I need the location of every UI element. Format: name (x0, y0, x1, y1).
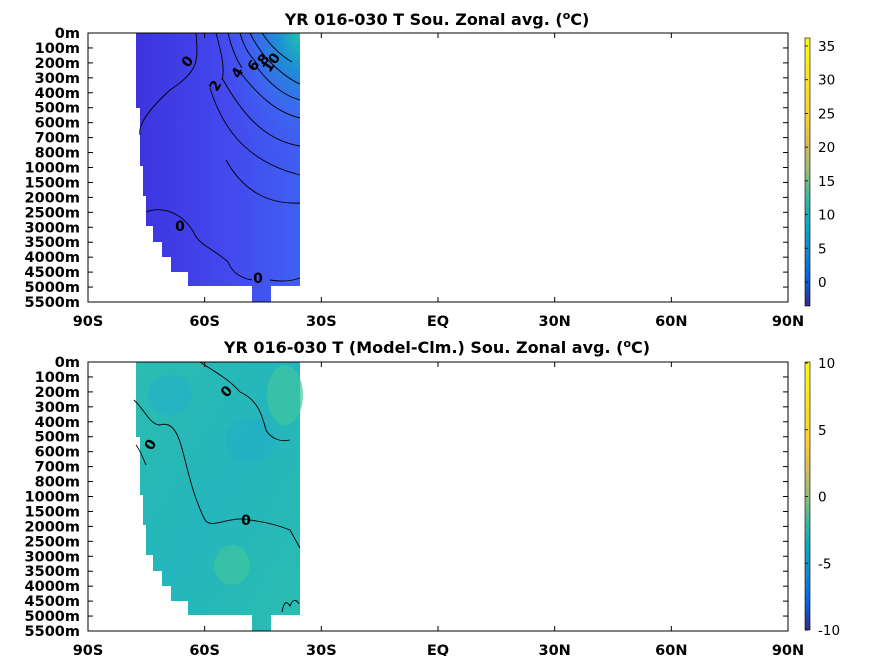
y-tick-label: 5000m (25, 609, 80, 625)
colorbar-ticks-lower: 10 5 0 -5 -10 (805, 356, 840, 639)
y-tick-label: 1500m (25, 175, 80, 191)
y-tick-label: 800m (35, 475, 80, 491)
y-tick-label: 300m (35, 71, 80, 87)
y-tick-label: 100m (35, 41, 80, 57)
contours-upper (139, 32, 301, 282)
y-tick-label: 1000m (25, 490, 80, 506)
y-tick-label: 800m (35, 146, 80, 162)
colorbar-tick-label: 0 (818, 490, 827, 506)
colorbar-tick-label: 5 (818, 423, 827, 439)
contour-labels-upper: 0 2 4 6 8 10 0 0 (175, 50, 284, 287)
x-tick-label: 30S (306, 314, 337, 330)
x-tick-label: 90S (73, 643, 104, 656)
y-tick-label: 600m (35, 116, 80, 132)
y-tick-label: 3500m (25, 235, 80, 251)
warm-anomaly (214, 545, 250, 585)
colorbar-upper (804, 37, 811, 307)
x-tick-label: 30S (306, 643, 337, 656)
y-tick-label: 400m (35, 86, 80, 102)
contour-label: 0 (253, 271, 263, 287)
y-tick-label: 3500m (25, 564, 80, 580)
colorbar-ticks-upper: 35 30 25 20 15 10 5 0 (805, 39, 835, 291)
x-tick-label: 30N (539, 643, 571, 656)
colorbar-lower (804, 361, 811, 631)
y-tick-label: 500m (35, 101, 80, 117)
y-tick-label: 500m (35, 430, 80, 446)
x-tick-label: 90N (772, 314, 804, 330)
y-tick-label: 4500m (25, 594, 80, 610)
y-tick-label: 4000m (25, 579, 80, 595)
y-tick-label: 0m (55, 26, 80, 42)
colorbar-tick-label: 30 (818, 73, 835, 89)
colorbar-tick-label: 25 (818, 106, 835, 122)
colorbar-tick-label: 35 (818, 39, 835, 55)
x-tick-label: EQ (427, 643, 449, 656)
colorbar-tick-label: 0 (818, 275, 827, 291)
colorbar-tick-label: -10 (818, 623, 840, 639)
panel-upper: YR 016-030 T Sou. Zonal avg. (oC) 0 2 (25, 9, 836, 330)
y-tick-label: 1000m (25, 161, 80, 177)
x-tick-label: 60N (655, 643, 687, 656)
x-tick-label: 90N (772, 643, 804, 656)
x-axis-upper: 90S 60S 30S EQ 30N 60N 90N (73, 33, 804, 330)
y-tick-label: 300m (35, 400, 80, 416)
chart-title-upper: YR 016-030 T Sou. Zonal avg. (oC) (284, 9, 590, 29)
y-axis-lower: 0m100m200m300m400m500m600m700m800m1000m1… (25, 355, 788, 640)
x-tick-label: 30N (539, 314, 571, 330)
y-tick-label: 5000m (25, 280, 80, 296)
y-tick-label: 2000m (25, 519, 80, 535)
x-axis-lower: 90S 60S 30S EQ 30N 60N 90N (73, 362, 804, 656)
y-tick-label: 5500m (25, 295, 80, 311)
cool-anomaly (225, 418, 275, 462)
x-tick-label: 60S (189, 643, 220, 656)
y-axis-upper: 0m100m200m300m400m500m600m700m800m1000m1… (25, 26, 788, 311)
colorbar-tick-label: 20 (818, 140, 835, 156)
y-tick-label: 3000m (25, 220, 80, 236)
colorbar-tick-label: 10 (818, 208, 835, 224)
y-tick-label: 0m (55, 355, 80, 371)
y-tick-label: 100m (35, 370, 80, 386)
panel-lower: YR 016-030 T (Model-Clm.) Sou. Zonal avg… (25, 337, 841, 656)
colorbar-tick-label: -5 (818, 556, 831, 572)
y-tick-label: 2000m (25, 190, 80, 206)
contour-label: 0 (241, 513, 251, 529)
colorbar-tick-label: 5 (818, 241, 827, 257)
y-tick-label: 2500m (25, 205, 80, 221)
colorbar-tick-label: 10 (818, 356, 835, 372)
y-tick-label: 4000m (25, 250, 80, 266)
y-tick-label: 200m (35, 56, 80, 72)
anomaly-field (136, 362, 300, 631)
contours-lower (133, 361, 301, 613)
y-tick-label: 400m (35, 415, 80, 431)
x-tick-label: 60N (655, 314, 687, 330)
chart-title-lower: YR 016-030 T (Model-Clm.) Sou. Zonal avg… (223, 337, 650, 357)
y-tick-label: 4500m (25, 265, 80, 281)
x-tick-label: 60S (189, 314, 220, 330)
y-tick-label: 2500m (25, 534, 80, 550)
y-tick-label: 600m (35, 445, 80, 461)
y-tick-label: 3000m (25, 549, 80, 565)
cool-anomaly (148, 375, 192, 415)
y-tick-label: 200m (35, 385, 80, 401)
contour-label: 0 (175, 219, 185, 235)
x-tick-label: EQ (427, 314, 449, 330)
warm-anomaly (267, 365, 303, 425)
y-tick-label: 700m (35, 460, 80, 476)
y-tick-label: 1500m (25, 504, 80, 520)
warm-region (200, 33, 300, 200)
x-tick-label: 90S (73, 314, 104, 330)
y-tick-label: 5500m (25, 624, 80, 640)
y-tick-label: 700m (35, 131, 80, 147)
colorbar-tick-label: 15 (818, 174, 835, 190)
